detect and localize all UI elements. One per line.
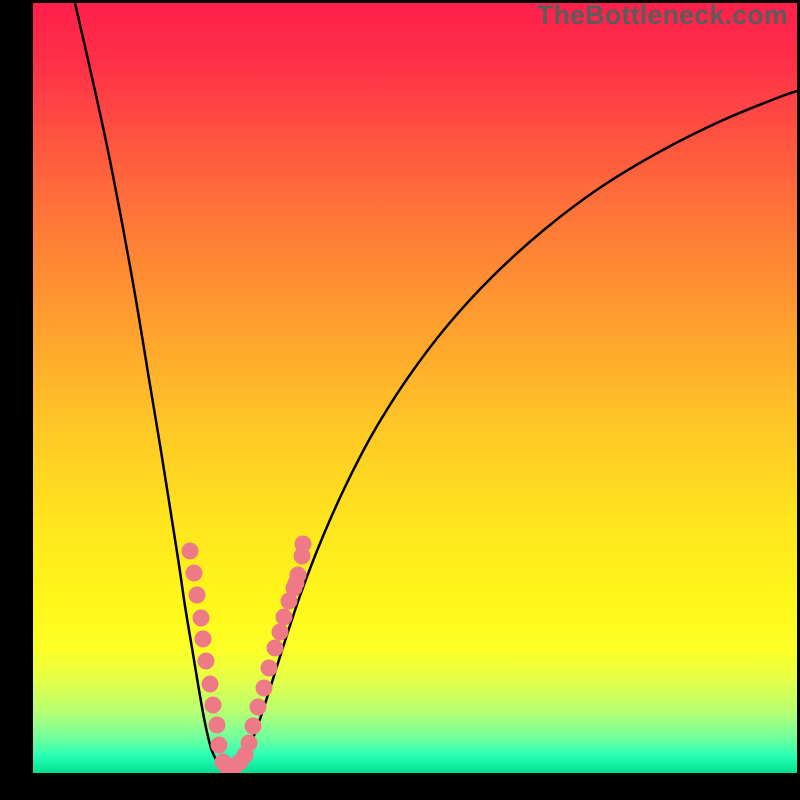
curve-marker bbox=[186, 565, 203, 582]
curve-marker bbox=[182, 543, 199, 560]
curve-marker bbox=[198, 653, 215, 670]
curve-marker bbox=[202, 676, 219, 693]
curve-marker bbox=[290, 567, 307, 584]
gradient-background bbox=[33, 3, 797, 773]
curve-marker bbox=[261, 660, 278, 677]
curve-marker bbox=[245, 718, 262, 735]
curve-marker bbox=[241, 735, 258, 752]
watermark-text: TheBottleneck.com bbox=[537, 0, 788, 31]
curve-marker bbox=[295, 536, 312, 553]
curve-marker bbox=[276, 609, 293, 626]
curve-marker bbox=[267, 640, 284, 657]
curve-marker bbox=[272, 624, 289, 641]
curve-marker bbox=[211, 737, 228, 754]
curve-marker bbox=[189, 587, 206, 604]
plot-area bbox=[33, 3, 797, 773]
curve-marker bbox=[256, 680, 273, 697]
curve-marker bbox=[209, 717, 226, 734]
chart-svg bbox=[33, 3, 797, 773]
curve-marker bbox=[195, 631, 212, 648]
curve-marker bbox=[250, 699, 267, 716]
curve-marker bbox=[193, 610, 210, 627]
chart-root: TheBottleneck.com bbox=[0, 0, 800, 800]
curve-marker bbox=[205, 697, 222, 714]
